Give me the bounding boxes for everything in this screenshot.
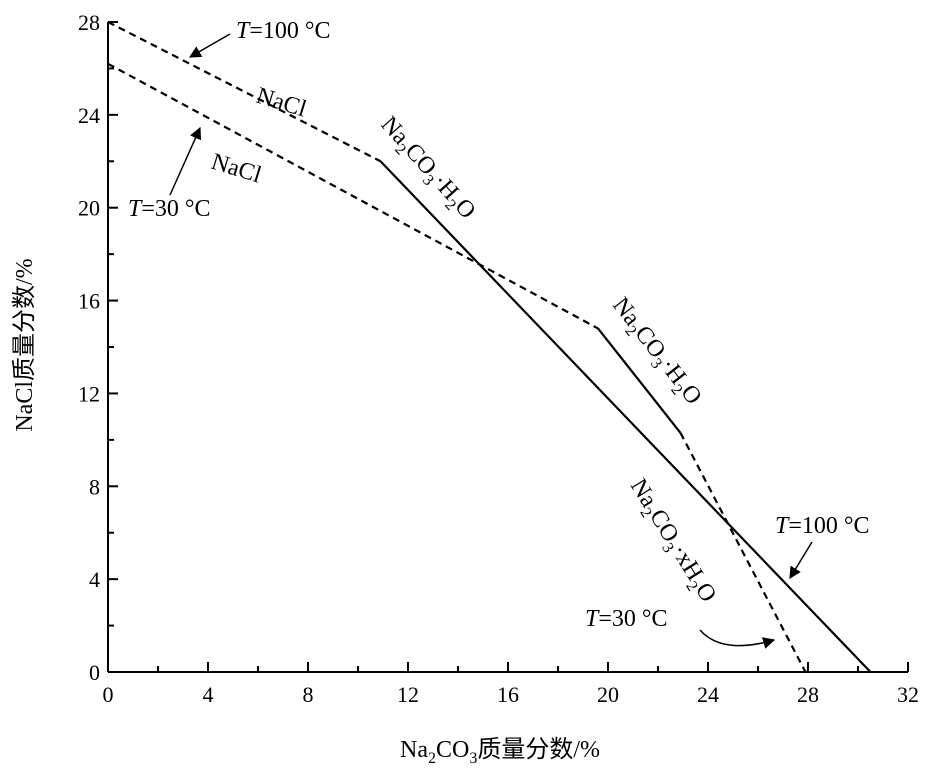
data-series [107,21,872,673]
annotation-t100-top: T=100 °C [236,18,331,44]
x-tick-label: 28 [797,682,819,707]
y-tick-label: 0 [89,660,100,685]
x-tick-label: 20 [597,682,619,707]
annotation-arrow-t100-top [188,33,231,58]
x-tick-label: 8 [303,682,314,707]
x-tick-label: 16 [497,682,519,707]
annotation-na2co3-xh2o: Na2CO3·xH2O [622,474,722,609]
y-tick-label: 12 [78,381,100,406]
y-tick-label: 4 [89,567,100,592]
annotation-t100-right: T=100 °C [775,513,870,539]
annotation-arrow-t30-bottom [699,629,776,649]
annotation-nacl-top: NaCl [253,83,309,123]
series-t100-segment-0 [107,21,382,163]
x-tick-label: 32 [897,682,919,707]
x-tick-label: 0 [103,682,114,707]
annotation-nacl-mid: NaCl [208,149,264,189]
y-tick-label: 8 [89,474,100,499]
x-tick-label: 4 [203,682,214,707]
series-t30-segment-2 [679,432,807,673]
axis-ticks: 0 4 8 12 16 20 24 28 32 0 4 8 12 16 20 24 28 [78,10,919,707]
y-tick-label: 16 [78,289,100,314]
annotation-arrow-t100-right [789,541,813,580]
annotations: T=100 °C NaCl NaCl T=30 °C Na2CO3·H2O Na… [128,18,870,649]
annotation-na2co3-h2o-mid: Na2CO3·H2O [604,293,706,412]
annotation-arrow-t30-left [169,126,202,196]
y-axis-title: NaCl质量分数/% [11,258,38,431]
x-tick-label: 12 [397,682,419,707]
x-axis-title: Na2CO3质量分数/% [400,736,600,767]
y-tick-label: 20 [78,196,100,221]
x-tick-label: 24 [697,682,719,707]
annotation-t30-left: T=30 °C [128,196,211,222]
plot-frame [107,22,908,673]
annotation-t30-bottom: T=30 °C [585,606,668,632]
series-t30-segment-0 [107,62,599,330]
y-tick-label: 28 [78,10,100,35]
series-t30-segment-1 [597,327,682,434]
series-t100-segment-1 [379,160,872,673]
y-tick-label: 24 [78,103,100,128]
